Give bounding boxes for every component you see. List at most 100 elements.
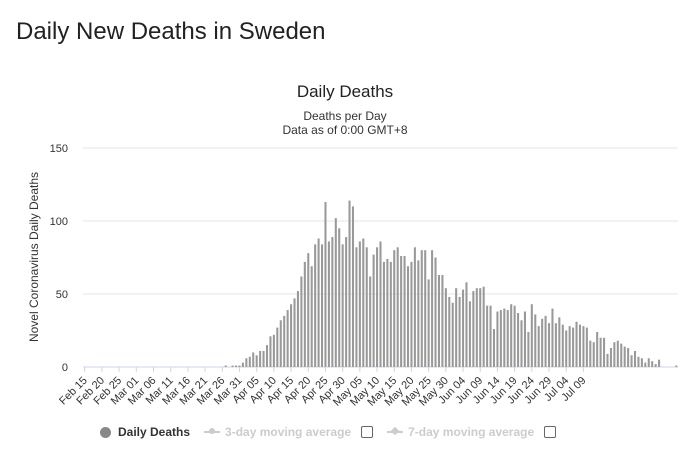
bar[interactable] [334, 218, 337, 367]
bar[interactable] [341, 244, 344, 367]
bar[interactable] [437, 275, 440, 367]
bar[interactable] [355, 247, 358, 367]
bar[interactable] [286, 310, 289, 367]
bar[interactable] [492, 329, 496, 367]
bar[interactable] [547, 323, 551, 367]
bar[interactable] [362, 238, 365, 367]
bar[interactable] [252, 352, 255, 367]
bar[interactable] [530, 304, 533, 367]
bar[interactable] [565, 330, 568, 368]
bar[interactable] [616, 340, 619, 367]
bar[interactable] [224, 365, 227, 367]
bar[interactable] [654, 364, 657, 367]
bar[interactable] [462, 289, 465, 367]
bar[interactable] [603, 337, 606, 367]
bar[interactable] [627, 348, 630, 367]
bar[interactable] [448, 296, 451, 367]
bar[interactable] [517, 312, 520, 367]
bar[interactable] [585, 327, 588, 367]
bar[interactable] [314, 244, 317, 367]
bar[interactable] [578, 324, 582, 367]
bar[interactable] [303, 261, 306, 367]
bar[interactable] [510, 304, 513, 367]
bar[interactable] [489, 305, 492, 367]
bar[interactable] [479, 288, 482, 367]
bar[interactable] [417, 260, 420, 367]
bar[interactable] [589, 340, 592, 367]
bar[interactable] [482, 286, 485, 367]
bar[interactable] [245, 358, 248, 367]
bar[interactable] [396, 247, 399, 367]
bar[interactable] [499, 310, 502, 367]
bar[interactable] [327, 241, 330, 367]
bar[interactable] [572, 327, 575, 367]
bar[interactable] [351, 206, 355, 367]
bar[interactable] [551, 308, 554, 367]
bar[interactable] [609, 348, 612, 367]
bar[interactable] [386, 258, 389, 367]
bar[interactable] [400, 256, 403, 367]
bar[interactable] [235, 365, 238, 367]
bar[interactable] [317, 238, 320, 367]
bar[interactable] [592, 342, 595, 367]
3-day-average-checkbox[interactable] [361, 426, 374, 438]
bar[interactable] [455, 288, 458, 367]
bar[interactable] [348, 200, 351, 367]
bar[interactable] [537, 326, 540, 367]
bar[interactable] [451, 302, 454, 367]
bar[interactable] [338, 228, 341, 367]
bar[interactable] [345, 237, 348, 367]
bar[interactable] [527, 331, 530, 367]
bar[interactable] [620, 343, 623, 367]
legend-item-3-day-average[interactable]: 3-day moving average [204, 425, 374, 439]
bar[interactable] [372, 254, 375, 367]
bar[interactable] [431, 250, 434, 367]
bar[interactable] [307, 253, 310, 367]
bar[interactable] [255, 355, 258, 367]
bar[interactable] [644, 362, 647, 367]
bar[interactable] [238, 365, 241, 367]
bar[interactable] [324, 202, 327, 367]
bar[interactable] [410, 261, 413, 367]
bar[interactable] [554, 323, 557, 367]
legend-item-7-day-average[interactable]: 7-day moving average [387, 425, 557, 439]
bar[interactable] [427, 279, 430, 367]
bar[interactable] [458, 296, 461, 367]
bar[interactable] [389, 261, 392, 367]
bar[interactable] [420, 250, 423, 367]
bar[interactable] [269, 336, 272, 367]
bar[interactable] [441, 275, 444, 367]
bar[interactable] [503, 308, 506, 367]
bar[interactable] [558, 317, 561, 367]
bar[interactable] [633, 350, 637, 367]
bar[interactable] [376, 247, 379, 367]
bar[interactable] [259, 350, 262, 367]
bar[interactable] [599, 337, 602, 367]
bar[interactable] [321, 244, 324, 367]
bar[interactable] [283, 315, 286, 367]
bar[interactable] [290, 304, 293, 367]
bar[interactable] [276, 327, 279, 367]
legend-item-daily-deaths[interactable]: Daily Deaths [100, 425, 190, 439]
bar[interactable] [606, 353, 609, 367]
bar[interactable] [358, 241, 361, 367]
bar[interactable] [465, 282, 468, 367]
bar[interactable] [369, 276, 372, 367]
bar[interactable] [444, 288, 447, 367]
bar[interactable] [640, 358, 643, 367]
bar[interactable] [231, 365, 234, 367]
bar[interactable] [637, 356, 640, 367]
bar[interactable] [379, 241, 382, 367]
bar[interactable] [424, 250, 427, 367]
bar[interactable] [506, 310, 509, 367]
bar[interactable] [475, 288, 478, 367]
bar[interactable] [279, 320, 282, 367]
bar[interactable] [534, 314, 537, 367]
bar[interactable] [513, 305, 516, 367]
bar[interactable] [647, 358, 650, 367]
bar[interactable] [472, 291, 475, 367]
bar[interactable] [434, 257, 437, 368]
bar[interactable] [365, 247, 368, 367]
bar[interactable] [331, 237, 334, 367]
bar[interactable] [300, 276, 303, 367]
